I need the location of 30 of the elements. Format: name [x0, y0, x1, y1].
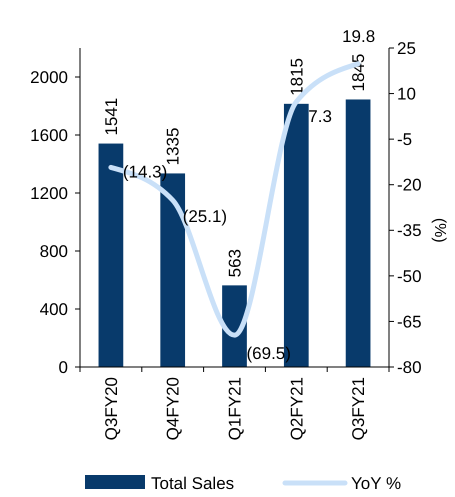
y2-tick-label: -35 — [397, 221, 422, 240]
legend-label: Total Sales — [151, 474, 234, 493]
y2-tick-label: -50 — [397, 266, 422, 286]
x-tick-label: Q1FY21 — [226, 377, 244, 440]
y-tick-label: 2000 — [30, 68, 68, 87]
y-tick-label: 0 — [58, 358, 68, 377]
data-label: 563 — [226, 248, 244, 278]
y2-tick-label: -20 — [397, 176, 422, 195]
legend-label: YoY % — [351, 474, 402, 493]
y2-tick-label: -80 — [397, 358, 422, 377]
y2-tick-label: -65 — [397, 312, 422, 332]
y2-tick-label: 25 — [397, 38, 416, 58]
y-tick-label: 1600 — [30, 126, 68, 145]
y2-tick-label: -5 — [397, 130, 412, 150]
x-tick-label: Q4FY20 — [164, 377, 183, 440]
x-tick-label: Q3FY21 — [349, 377, 368, 440]
data-label: (25.1) — [182, 207, 228, 226]
x-tick-label: Q3FY20 — [102, 377, 121, 440]
y2-axis-title: (%) — [431, 218, 448, 243]
y2-tick-label: 10 — [397, 84, 416, 104]
x-tick-label: Q2FY21 — [287, 377, 306, 440]
y-tick-label: 1200 — [30, 184, 68, 203]
data-label: 7.3 — [308, 106, 332, 126]
data-label: 1541 — [102, 98, 121, 136]
bar — [98, 144, 124, 367]
bar — [346, 99, 370, 367]
data-label: 19.8 — [342, 26, 376, 46]
y-tick-label: 800 — [40, 242, 68, 261]
data-label: 1815 — [287, 58, 306, 96]
y-tick-label: 400 — [40, 300, 68, 319]
